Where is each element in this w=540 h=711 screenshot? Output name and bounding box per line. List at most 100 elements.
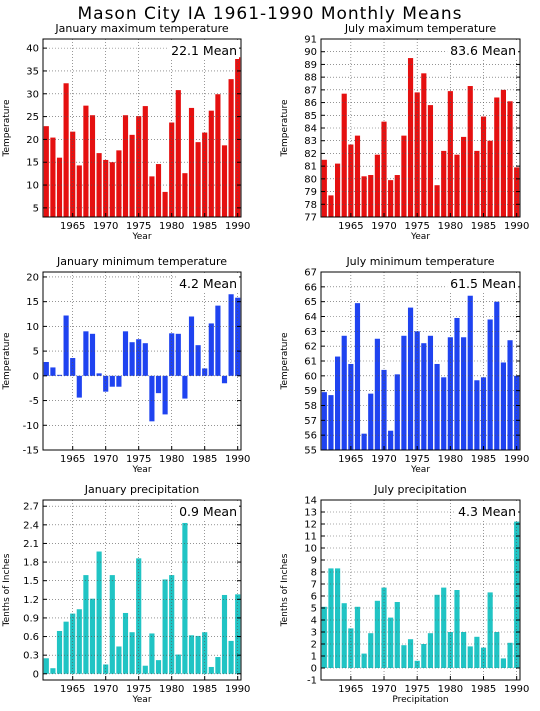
- y-tick-label: 86: [304, 98, 317, 109]
- chart-title: July minimum temperature: [345, 255, 494, 268]
- bar-1983: [467, 295, 473, 450]
- bar-1966: [354, 135, 361, 217]
- y-tick-label: 1.5: [23, 576, 39, 587]
- bar-1987: [215, 657, 221, 674]
- bar-1976: [421, 343, 427, 450]
- bar-1970: [103, 664, 109, 674]
- bar-1988: [500, 89, 506, 217]
- bar-1975: [136, 116, 142, 217]
- y-tick-label: 0.6: [23, 632, 39, 643]
- bar-1990: [514, 375, 520, 450]
- bar-1969: [96, 551, 102, 674]
- x-tick-label: 1990: [504, 454, 529, 465]
- bar-1972: [394, 602, 400, 668]
- y-tick-label: 81: [304, 162, 317, 173]
- x-tick-label: 1970: [371, 221, 396, 232]
- y-tick-label: 1.2: [23, 595, 39, 606]
- plot-frame: [320, 499, 521, 681]
- x-tick-label: 1985: [192, 454, 217, 465]
- bar-1982: [182, 173, 188, 217]
- bar-1986: [208, 323, 214, 376]
- bar-1978: [155, 164, 162, 217]
- y-tick-label: 9: [311, 556, 317, 567]
- bar-1982: [461, 136, 467, 217]
- x-tick-label: 1970: [93, 221, 118, 232]
- bar-1980: [169, 575, 175, 674]
- bar-1966: [354, 606, 361, 668]
- y-tick-label: 12: [304, 520, 317, 531]
- bar-1963: [335, 568, 341, 668]
- x-axis-label: Year: [131, 465, 151, 475]
- bar-1971: [388, 617, 394, 668]
- bar-1984: [474, 150, 480, 217]
- y-tick-label: 56: [304, 431, 317, 442]
- bar-1961: [43, 361, 49, 376]
- bar-1968: [89, 333, 96, 376]
- bar-1987: [215, 94, 221, 217]
- bar-1986: [208, 110, 214, 217]
- x-tick-label: 1990: [225, 454, 250, 465]
- y-tick-label: 63: [304, 327, 317, 338]
- bar-1975: [136, 339, 142, 376]
- y-tick-label: 7: [311, 580, 317, 591]
- mean-label: 61.5 Mean: [450, 276, 516, 291]
- bar-1965: [70, 358, 76, 376]
- mean-label-background: [447, 42, 518, 59]
- x-tick-label: 1990: [504, 221, 529, 232]
- y-tick-label: 10: [26, 181, 39, 192]
- y-tick-label: 0: [311, 664, 317, 675]
- bar-1974: [407, 639, 414, 668]
- bar-1974: [129, 134, 135, 217]
- bar-1972: [116, 150, 122, 217]
- bar-1964: [63, 621, 69, 674]
- y-tick-label: 1: [311, 652, 317, 663]
- bar-1984: [195, 142, 201, 217]
- y-tick-label: 13: [304, 508, 317, 519]
- x-tick-label: 1985: [471, 221, 496, 232]
- bar-1966: [354, 303, 361, 450]
- y-tick-label: 82: [304, 149, 317, 160]
- y-tick-label: 60: [304, 371, 317, 382]
- bar-1971: [109, 162, 115, 217]
- bar-1982: [182, 375, 188, 399]
- y-tick-label: 79: [304, 187, 317, 198]
- bar-1981: [454, 590, 460, 668]
- mean-label-background: [176, 503, 239, 520]
- bar-1967: [83, 105, 89, 217]
- y-axis-label: Temperature: [280, 332, 290, 390]
- y-tick-label: 40: [26, 44, 39, 55]
- bar-1974: [407, 58, 414, 217]
- y-tick-label: 83: [304, 136, 317, 147]
- bar-1985: [202, 368, 208, 376]
- y-tick-label: 87: [304, 85, 317, 96]
- bar-1987: [494, 632, 500, 668]
- y-tick-label: 64: [304, 312, 317, 323]
- bar-1989: [228, 294, 234, 376]
- bar-1990: [514, 521, 520, 668]
- bar-1980: [447, 91, 453, 217]
- bar-1985: [480, 116, 487, 217]
- bar-1963: [56, 374, 63, 376]
- bar-1969: [96, 373, 102, 376]
- bar-1971: [109, 375, 115, 387]
- bar-1982: [182, 522, 188, 674]
- y-tick-label: 84: [304, 124, 317, 135]
- mean-label: 4.2 Mean: [179, 276, 237, 291]
- y-tick-label: 62: [304, 342, 317, 353]
- chart-title: January maximum temperature: [54, 22, 228, 35]
- y-tick-label: 4: [311, 616, 317, 627]
- bar-1963: [335, 163, 341, 217]
- chart-july-min-temperature: July minimum temperature 55 56 57 58 59 60 61 62…: [280, 255, 529, 475]
- bar-1961: [43, 658, 49, 674]
- y-axis-label: Temperature: [2, 99, 12, 157]
- chart-july-precipitation: July precipitation-101234567891011121314…: [280, 483, 529, 705]
- bar-1978: [434, 594, 440, 668]
- y-tick-label: 20: [26, 135, 39, 146]
- bar-1980: [447, 337, 453, 450]
- bar-1968: [368, 175, 374, 217]
- bar-1977: [149, 176, 155, 217]
- bar-1975: [136, 558, 142, 674]
- bar-1971: [388, 430, 394, 450]
- bar-1964: [63, 83, 69, 218]
- bar-1975: [414, 660, 420, 668]
